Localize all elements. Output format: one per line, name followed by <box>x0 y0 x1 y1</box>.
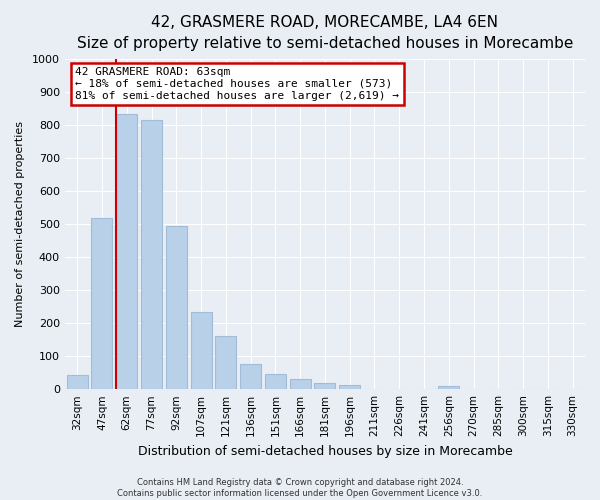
Bar <box>141 120 162 389</box>
Bar <box>91 218 112 389</box>
Bar <box>240 364 261 389</box>
Bar <box>314 382 335 389</box>
Bar <box>438 386 459 389</box>
Bar <box>166 226 187 389</box>
Bar <box>191 312 212 389</box>
X-axis label: Distribution of semi-detached houses by size in Morecambe: Distribution of semi-detached houses by … <box>137 444 512 458</box>
Title: 42, GRASMERE ROAD, MORECAMBE, LA4 6EN
Size of property relative to semi-detached: 42, GRASMERE ROAD, MORECAMBE, LA4 6EN Si… <box>77 15 573 51</box>
Text: Contains HM Land Registry data © Crown copyright and database right 2024.
Contai: Contains HM Land Registry data © Crown c… <box>118 478 482 498</box>
Bar <box>67 375 88 389</box>
Text: 42 GRASMERE ROAD: 63sqm
← 18% of semi-detached houses are smaller (573)
81% of s: 42 GRASMERE ROAD: 63sqm ← 18% of semi-de… <box>75 68 399 100</box>
Bar <box>215 336 236 389</box>
Bar <box>116 114 137 389</box>
Bar <box>339 385 360 389</box>
Bar <box>265 374 286 389</box>
Bar <box>290 378 311 389</box>
Y-axis label: Number of semi-detached properties: Number of semi-detached properties <box>15 121 25 327</box>
